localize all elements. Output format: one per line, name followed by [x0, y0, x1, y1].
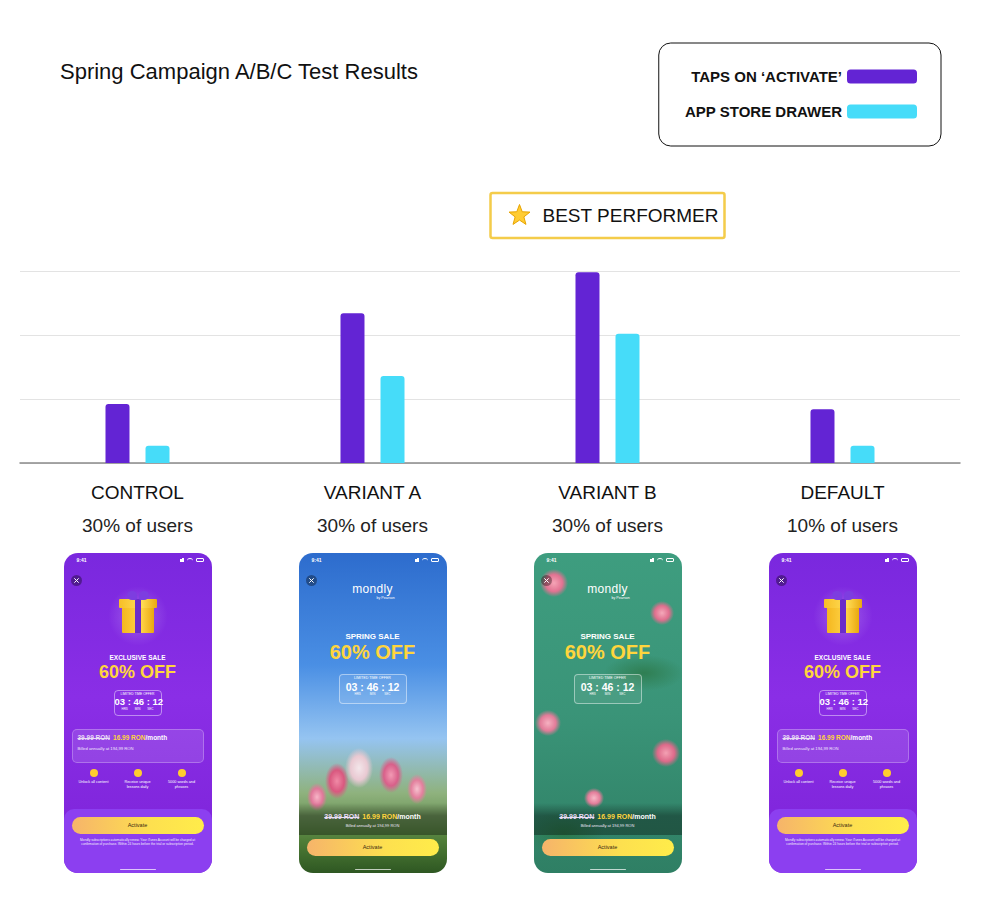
html-text:Activate: Activate — [127, 822, 148, 828]
html-text:60% OFF: 60% OFF — [804, 662, 881, 682]
svg-text:VARIANT A: VARIANT A — [324, 482, 422, 503]
svg-text:Spring Campaign A/B/C Test Res: Spring Campaign A/B/C Test Results — [60, 59, 418, 84]
svg-text:30% of users: 30% of users — [82, 515, 193, 536]
html-text:by Pearson: by Pearson — [611, 596, 630, 600]
svg-text:30% of users: 30% of users — [552, 515, 663, 536]
html-text:HRS: HRS — [589, 692, 596, 696]
html-text:HRS: HRS — [826, 706, 833, 711]
html-text:LIMITED TIME OFFER: LIMITED TIME OFFER — [589, 676, 626, 680]
html-text:Activate: Activate — [832, 822, 853, 828]
html-text:MIN: MIN — [134, 706, 141, 711]
html-text:16.99 RON /month: 16.99 RON /month — [818, 734, 873, 741]
svg-text:30% of users: 30% of users — [317, 515, 428, 536]
html-text:HRS: HRS — [354, 692, 361, 696]
html-text:60% OFF: 60% OFF — [564, 641, 651, 663]
html-text:03 : 46 : 12: 03 : 46 : 12 — [819, 695, 869, 707]
html-text:HRS: HRS — [121, 706, 128, 711]
svg-text:DEFAULT: DEFAULT — [800, 482, 885, 503]
html-text:03 : 46 : 12: 03 : 46 : 12 — [114, 695, 164, 707]
html-text:MIN: MIN — [604, 692, 611, 696]
html-text:MIN: MIN — [839, 706, 846, 711]
html-text:03 : 46 : 12: 03 : 46 : 12 — [345, 681, 400, 693]
svg-text:10% of users: 10% of users — [787, 515, 898, 536]
html-text:Billed annually at 194,99 RON: Billed annually at 194,99 RON — [345, 823, 400, 828]
html-text:Receive unique lessons daily: Receive unique lessons daily — [829, 780, 856, 789]
html-text:SEC: SEC — [147, 706, 154, 711]
html-text:60% OFF: 60% OFF — [99, 662, 176, 682]
html-text:39.99 RON 16.99 RON /month: 39.99 RON 16.99 RON /month — [324, 813, 421, 820]
html-text:SPRING SALE: SPRING SALE — [580, 632, 635, 641]
html-text:SEC: SEC — [852, 706, 859, 711]
html-text:5000 words and phrases: 5000 words and phrases — [873, 780, 900, 789]
html-text:Billed annually at 194,99 RON: Billed annually at 194,99 RON — [77, 746, 134, 751]
html-text:60% OFF: 60% OFF — [329, 641, 416, 663]
html-text:Mondly subscriptions automatic: Mondly subscriptions automatically renew… — [80, 838, 195, 847]
html-text:MIN: MIN — [369, 692, 376, 696]
html-text:Activate: Activate — [597, 844, 618, 850]
svg-text:VARIANT B: VARIANT B — [558, 482, 657, 503]
html-text:mondly: mondly — [352, 582, 393, 596]
html-text:SEC: SEC — [384, 692, 391, 696]
html-text:LIMITED TIME OFFER: LIMITED TIME OFFER — [825, 692, 860, 696]
html-text:Unlock all content: Unlock all content — [783, 780, 814, 784]
html-text:Billed annually at 194,99 RON: Billed annually at 194,99 RON — [782, 746, 839, 751]
html-text:Receive unique lessons daily: Receive unique lessons daily — [124, 780, 151, 789]
html-text:Mondly subscriptions automatic: Mondly subscriptions automatically renew… — [785, 838, 900, 847]
html-text:39.99 RON 16.99 RON /month: 39.99 RON 16.99 RON /month — [559, 813, 656, 820]
html-text:9:41: 9:41 — [546, 557, 557, 563]
html-text:03 : 46 : 12: 03 : 46 : 12 — [580, 681, 635, 693]
svg-text:CONTROL: CONTROL — [91, 482, 184, 503]
svg-text:BEST PERFORMER: BEST PERFORMER — [543, 205, 719, 226]
html-text:9:41: 9:41 — [76, 557, 87, 563]
html-text:9:41: 9:41 — [311, 557, 322, 563]
html-text:LIMITED TIME OFFER: LIMITED TIME OFFER — [120, 692, 155, 696]
html-text:Unlock all content: Unlock all content — [78, 780, 109, 784]
html-text:EXCLUSIVE SALE: EXCLUSIVE SALE — [814, 654, 871, 661]
svg-text:APP STORE DRAWER: APP STORE DRAWER — [685, 103, 842, 120]
html-text:5000 words and phrases: 5000 words and phrases — [168, 780, 195, 789]
html-text:SEC: SEC — [619, 692, 626, 696]
html-text:LIMITED TIME OFFER: LIMITED TIME OFFER — [354, 676, 391, 680]
html-text:16.99 RON /month: 16.99 RON /month — [113, 734, 168, 741]
html-text:mondly: mondly — [587, 582, 628, 596]
html-text:9:41: 9:41 — [781, 557, 792, 563]
html-text:Activate: Activate — [362, 844, 383, 850]
html-text:Billed annually at 194,99 RON: Billed annually at 194,99 RON — [580, 823, 635, 828]
html-text:39.99 RON: 39.99 RON — [77, 734, 110, 741]
html-text:EXCLUSIVE SALE: EXCLUSIVE SALE — [109, 654, 166, 661]
svg-text:TAPS ON ‘ACTIVATE’: TAPS ON ‘ACTIVATE’ — [691, 68, 842, 85]
html-text:by Pearson: by Pearson — [376, 596, 395, 600]
html-text:39.99 RON: 39.99 RON — [782, 734, 815, 741]
html-text:SPRING SALE: SPRING SALE — [345, 632, 400, 641]
